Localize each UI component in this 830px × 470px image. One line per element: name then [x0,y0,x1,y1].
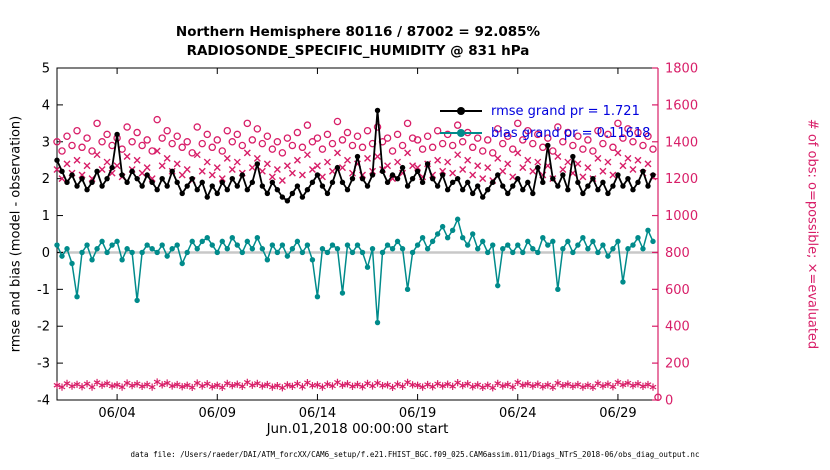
legend-item-bias: bias grand pr = 0.11618 [440,122,650,144]
svg-text:200: 200 [665,357,690,372]
svg-text:-1: -1 [37,283,50,298]
svg-text:06/04: 06/04 [98,406,135,421]
right-axis-label: # of obs: o=possible; ×=evaluated [804,118,820,350]
svg-text:1200: 1200 [665,172,698,187]
svg-text:1800: 1800 [665,62,698,77]
svg-text:3: 3 [42,135,50,150]
chart-title: Northern Hemisphere 80116 / 87002 = 92.0… [0,23,716,61]
bias-dot-icon [457,129,465,137]
chart-title-line2: RADIOSONDE_SPECIFIC_HUMIDITY @ 831 hPa [186,43,530,59]
svg-text:400: 400 [665,320,690,335]
legend-label-rmse: rmse grand pr = 1.721 [491,103,640,119]
legend-item-rmse: rmse grand pr = 1.721 [440,100,650,122]
rmse-dot-icon [457,107,465,115]
x-axis-label: Jun.01,2018 00:00:00 start [266,421,449,437]
svg-text:2: 2 [42,172,50,187]
svg-text:0: 0 [665,394,673,409]
svg-text:4: 4 [42,98,50,113]
rmse-line-swatch [440,106,482,116]
svg-text:-2: -2 [37,320,50,335]
left-axis-label: rmse and bias (model - observation) [8,115,24,353]
chart-title-line1: Northern Hemisphere 80116 / 87002 = 92.0… [175,24,541,40]
svg-text:-4: -4 [37,394,50,409]
legend: rmse grand pr = 1.721 bias grand pr = 0.… [440,100,650,144]
svg-text:5: 5 [42,62,50,77]
svg-text:06/14: 06/14 [299,406,336,421]
legend-label-bias: bias grand pr = 0.11618 [491,125,651,141]
svg-text:1000: 1000 [665,209,698,224]
bias-line-swatch [440,128,482,138]
svg-text:06/24: 06/24 [499,406,536,421]
svg-text:06/19: 06/19 [399,406,436,421]
svg-text:600: 600 [665,283,690,298]
svg-text:1600: 1600 [665,98,698,113]
svg-text:0: 0 [42,246,50,261]
svg-text:06/09: 06/09 [199,406,236,421]
svg-text:1400: 1400 [665,135,698,150]
svg-text:-3: -3 [37,357,50,372]
svg-text:06/29: 06/29 [599,406,636,421]
svg-text:1: 1 [42,209,50,224]
data-file-caption: data file: /Users/raeder/DAI/ATM_forcXX/… [130,450,700,459]
svg-text:800: 800 [665,246,690,261]
